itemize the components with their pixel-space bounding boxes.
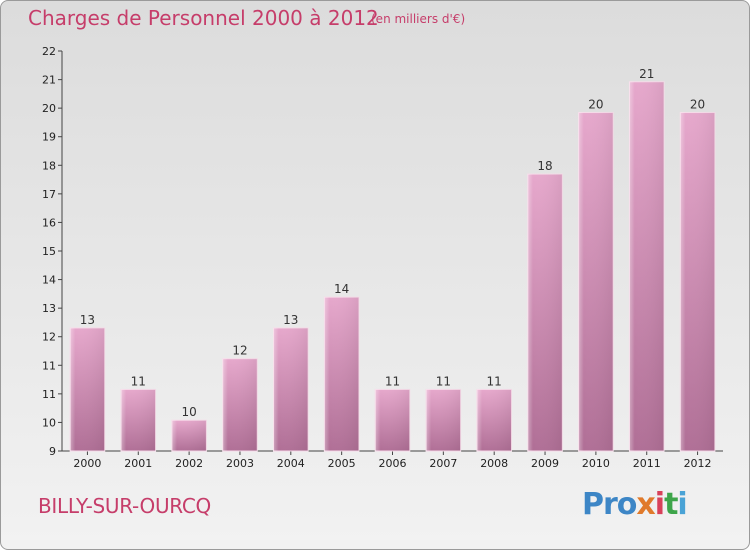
y-tick-label: 22	[42, 45, 56, 58]
bar-value-label: 20	[588, 98, 603, 112]
bar-value-label: 18	[537, 159, 552, 173]
chart-labels: 13 2000 11 2001 10 2002 12 2003 13 2004 14 2005 11 20…	[73, 67, 711, 470]
x-tick-label: 2010	[582, 457, 610, 470]
y-tick-label: 9	[49, 445, 56, 458]
y-tick-label: 15	[42, 245, 56, 258]
commune-name: BILLY-SUR-OURCQ	[38, 494, 211, 518]
chart-axes: 9 10 11 11 12 13 14 15 16 17 18 19 20 21 22	[42, 45, 723, 458]
bar-value-label: 20	[690, 98, 705, 112]
bar-shade	[70, 327, 105, 451]
y-tick-label: 21	[42, 74, 56, 87]
bar-shade	[375, 389, 410, 451]
chart-bars	[69, 81, 716, 452]
x-tick-label: 2003	[226, 457, 254, 470]
x-tick-label: 2000	[73, 457, 101, 470]
bar-value-label: 11	[487, 374, 502, 388]
x-tick-label: 2011	[633, 457, 661, 470]
bar-shade	[527, 174, 563, 452]
y-tick-label: 18	[42, 159, 56, 172]
y-tick-label: 13	[42, 302, 56, 315]
x-tick-label: 2001	[124, 457, 152, 470]
y-tick-label: 20	[42, 102, 56, 115]
x-tick-label: 2006	[379, 457, 407, 470]
y-tick-label: 11	[42, 388, 56, 401]
bar-shade	[629, 81, 665, 452]
y-tick-label: 17	[42, 188, 56, 201]
logo-part: x	[636, 487, 655, 522]
x-tick-label: 2008	[480, 457, 508, 470]
logo-part: Pro	[582, 487, 637, 522]
x-tick-label: 2004	[277, 457, 305, 470]
bar-shade	[222, 358, 258, 451]
logo-part: i	[677, 487, 687, 522]
x-tick-label: 2005	[328, 457, 356, 470]
chart-title: Charges de Personnel 2000 à 2012	[28, 6, 379, 30]
bar-value-label: 13	[80, 313, 95, 327]
bar-shade	[426, 389, 461, 451]
x-tick-label: 2009	[531, 457, 559, 470]
chart-subtitle: (en milliers d'€)	[371, 12, 466, 26]
bar-value-label: 13	[283, 313, 298, 327]
y-tick-label: 16	[42, 216, 56, 229]
bar-shade	[476, 389, 512, 451]
bar-value-label: 11	[131, 374, 146, 388]
y-tick-label: 19	[42, 131, 56, 144]
x-tick-label: 2012	[684, 457, 712, 470]
y-tick-label: 12	[42, 331, 56, 344]
bar-value-label: 11	[436, 374, 451, 388]
y-tick-label: 14	[42, 274, 56, 287]
bar-shade	[120, 389, 156, 451]
bar-value-label: 12	[232, 344, 247, 358]
bar-shade	[171, 420, 207, 451]
bar-value-label: 11	[385, 374, 400, 388]
bar-shade	[680, 112, 715, 452]
bar-value-label: 14	[334, 282, 349, 296]
bar-shade	[578, 112, 614, 452]
bar-value-label: 10	[181, 405, 196, 419]
logo-part: t	[664, 487, 678, 522]
bar-shade	[324, 297, 359, 451]
bar-shade	[273, 327, 309, 451]
y-tick-label: 11	[42, 359, 56, 372]
x-tick-label: 2002	[175, 457, 203, 470]
bar-value-label: 21	[639, 67, 654, 81]
y-tick-label: 10	[42, 416, 56, 429]
x-tick-label: 2007	[429, 457, 457, 470]
logo-part: i	[654, 487, 665, 522]
proxiti-logo[interactable]: Proxiti	[582, 487, 688, 522]
